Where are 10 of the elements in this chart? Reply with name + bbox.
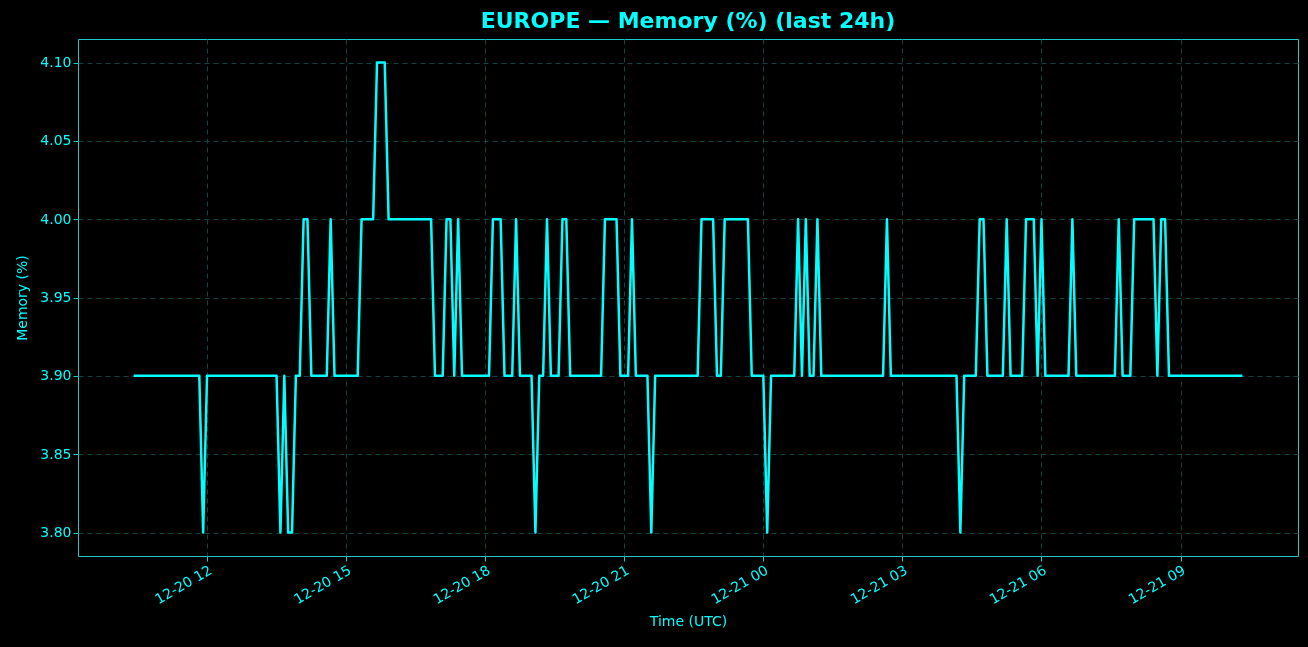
- y-tick-label: 4.05: [40, 132, 72, 149]
- y-tick-label: 4.10: [40, 54, 72, 70]
- y-tick-label: 3.85: [40, 445, 72, 462]
- y-tick-label: 3.95: [40, 289, 72, 305]
- x-axis-title: Time (UTC): [648, 613, 728, 630]
- y-tick-label: 3.80: [40, 524, 72, 540]
- y-tick-label: 3.90: [40, 367, 72, 384]
- y-tick-label: 4.00: [40, 210, 72, 227]
- chart-title: EUROPE — Memory (%) (last 24h): [480, 8, 896, 33]
- y-axis-title: Memory (%): [14, 255, 31, 341]
